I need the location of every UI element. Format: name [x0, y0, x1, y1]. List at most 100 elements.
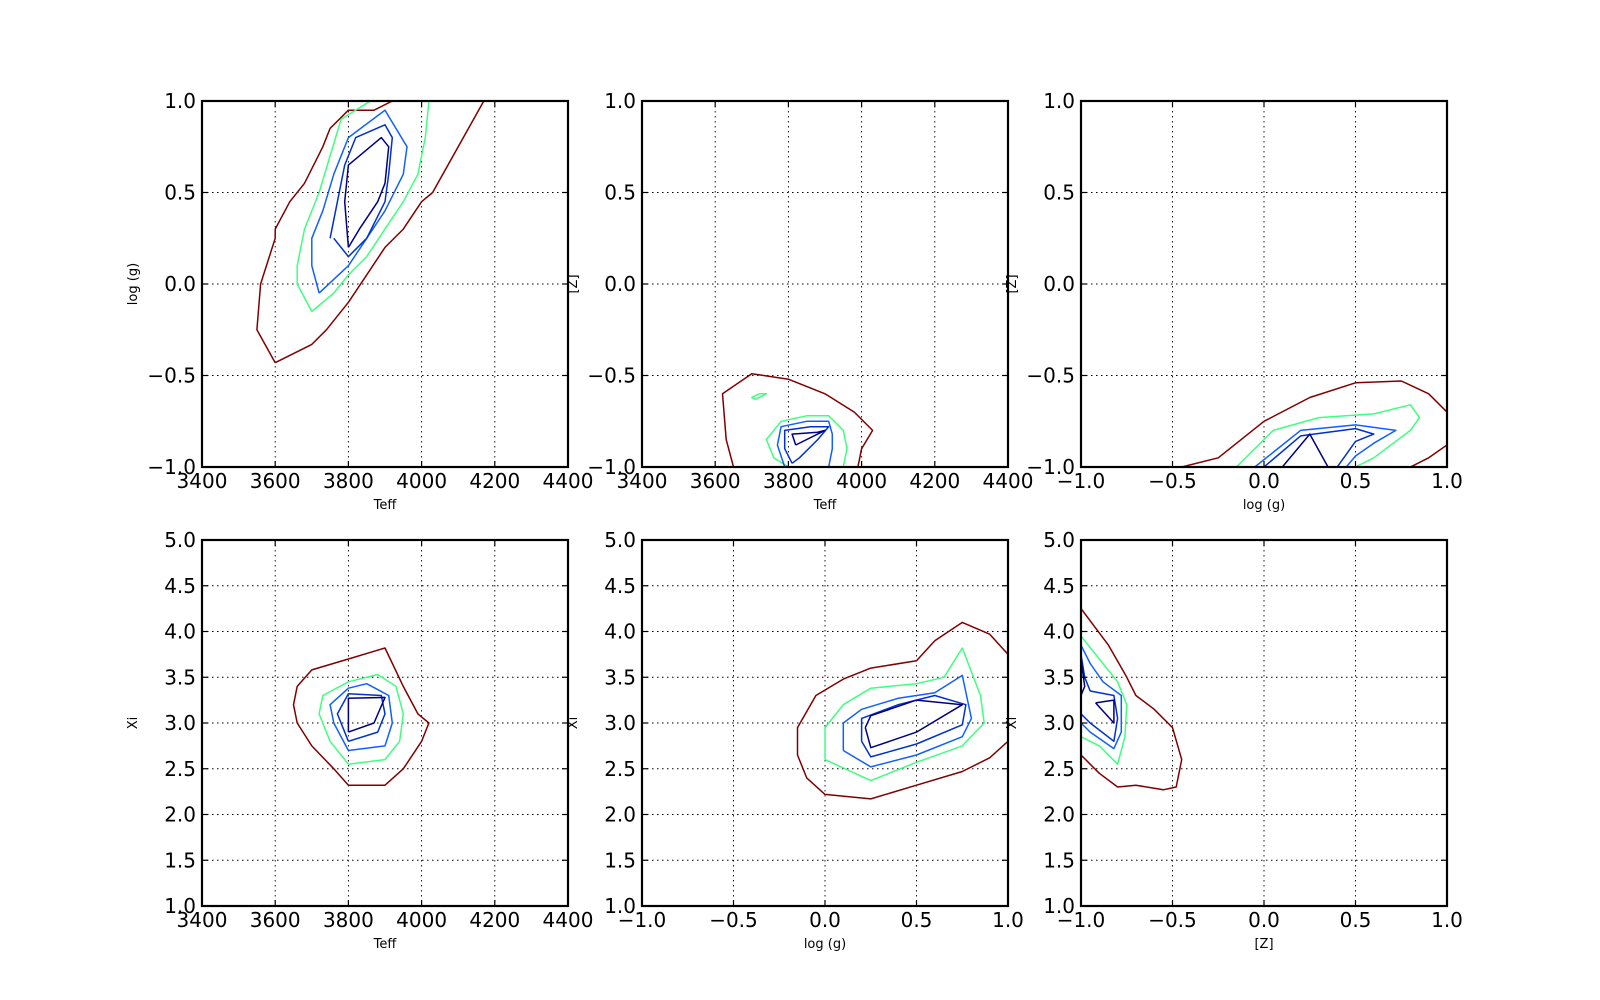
x-tick-label: 4200 [469, 469, 520, 493]
contour-line-level-5 [791, 429, 826, 446]
x-axis-label: Teff [813, 498, 838, 513]
y-tick-label: 1.0 [1043, 89, 1075, 113]
x-axis-label: log (g) [804, 937, 846, 952]
panel-6: −1.0 −0.5 0.0 0.5 1.0 1.0 1.5 2.0 2.5 3.0 3.5 4.0 4.… [1005, 528, 1463, 952]
y-tick-label: −1.0 [587, 455, 636, 479]
y-tick-label: −1.0 [147, 455, 196, 479]
x-tick-label: −0.5 [1148, 908, 1197, 932]
panel-3: −1.0 −0.5 0.0 0.5 1.0 −1.0 −0.5 0.0 0.5 1.0 log (g… [1005, 89, 1463, 513]
y-tick-label: 1.5 [1043, 848, 1075, 872]
y-tick-label: −1.0 [1026, 455, 1075, 479]
y-tick-label: 2.0 [604, 803, 636, 827]
contour-group [292, 647, 430, 786]
x-tick-label: 1.0 [992, 908, 1024, 932]
y-tick-label: 1.0 [604, 894, 636, 918]
x-tick-label: 3400 [617, 469, 668, 493]
y-tick-label: 4.0 [1043, 620, 1075, 644]
x-tick-label: −1.0 [1057, 469, 1106, 493]
x-tick-label: 4000 [396, 469, 447, 493]
contour-line-level-2 [1081, 635, 1128, 765]
x-tick-label: 1.0 [1431, 469, 1463, 493]
y-axis-label: [Z] [1005, 274, 1020, 293]
y-tick-label: 3.5 [1043, 665, 1075, 689]
contour-line-level-1 [1410, 444, 1447, 467]
contour-line-level-1 [1181, 380, 1447, 467]
grid [642, 540, 1008, 906]
x-tick-label: 0.0 [1248, 908, 1280, 932]
contour-line-level-3 [776, 420, 834, 467]
x-tick-label: 3400 [177, 908, 228, 932]
axes-frame [200, 538, 570, 908]
contour-group [1081, 608, 1183, 791]
contour-line-level-5 [1281, 433, 1329, 467]
contour-line-level-5 [343, 136, 390, 248]
y-tick-label: 2.5 [604, 757, 636, 781]
axes-frame [200, 99, 570, 469]
x-tick-label: 0.5 [901, 908, 933, 932]
y-tick-label: 0.5 [1043, 181, 1075, 205]
x-tick-label: 0.5 [1340, 908, 1372, 932]
y-tick-label: 4.5 [604, 574, 636, 598]
contour-line-level-2 [318, 673, 405, 765]
x-axis-label: Teff [373, 937, 398, 952]
y-tick-label: 1.5 [164, 848, 196, 872]
x-tick-label: −1.0 [1057, 908, 1106, 932]
contour-line-level-4 [329, 124, 394, 258]
y-tick-label: 3.5 [604, 665, 636, 689]
x-tick-label: 0.0 [809, 908, 841, 932]
contour-group [796, 621, 1008, 800]
y-tick-label: 0.5 [164, 181, 196, 205]
y-tick-label: 4.5 [1043, 574, 1075, 598]
y-tick-label: 3.5 [164, 665, 196, 689]
contour-line-level-4 [1081, 654, 1119, 743]
contour-line-level-4 [783, 425, 830, 464]
x-tick-label: 3600 [250, 469, 301, 493]
y-tick-label: 3.0 [1043, 711, 1075, 735]
contour-line-level-1 [796, 621, 1008, 800]
contour-line-level-1 [721, 372, 874, 467]
y-tick-label: −0.5 [147, 364, 196, 388]
contour-line-level-2 [751, 393, 768, 401]
contour-line-level-5 [1081, 658, 1086, 696]
y-tick-label: 1.5 [604, 848, 636, 872]
x-tick-label: 3600 [250, 908, 301, 932]
contour-line-level-1 [256, 101, 393, 364]
panel-5: −1.0 −0.5 0.0 0.5 1.0 1.0 1.5 2.0 2.5 3.0 3.5 4.0 4.… [566, 528, 1024, 952]
y-tick-label: 4.5 [164, 574, 196, 598]
y-tick-label: 3.0 [164, 711, 196, 735]
x-tick-label: −0.5 [1148, 469, 1197, 493]
y-axis-label: Xi [1005, 717, 1020, 730]
contour-line-level-3 [1254, 424, 1397, 467]
y-tick-label: 1.0 [1043, 894, 1075, 918]
y-tick-label: 1.0 [604, 89, 636, 113]
panel-1: 3400 3600 3800 4000 4200 4400 −1.0 −0.5 0.0 0.5 1.… [126, 89, 593, 513]
axes-frame [640, 99, 1010, 469]
y-tick-label: 4.0 [604, 620, 636, 644]
contour-group [721, 372, 874, 467]
x-axis-label: [Z] [1254, 937, 1273, 952]
y-tick-label: 2.5 [1043, 757, 1075, 781]
contour-line-level-4 [336, 692, 386, 743]
y-tick-label: 4.0 [164, 620, 196, 644]
x-tick-label: −1.0 [618, 908, 667, 932]
grid [202, 101, 568, 467]
axes-frame [640, 538, 1010, 908]
contour-group [1181, 380, 1447, 467]
contour-line-level-2 [824, 647, 985, 782]
contour-line-level-3 [842, 674, 973, 768]
x-tick-label: 3800 [323, 469, 374, 493]
x-tick-label: 4400 [543, 908, 594, 932]
x-tick-label: 1.0 [1431, 908, 1463, 932]
y-tick-label: −0.5 [587, 364, 636, 388]
y-tick-label: 3.0 [604, 711, 636, 735]
y-axis-label: Xi [566, 717, 581, 730]
contour-line-level-5 [864, 699, 964, 749]
y-tick-label: 0.0 [164, 272, 196, 296]
x-tick-label: 4000 [396, 908, 447, 932]
x-tick-label: −0.5 [709, 908, 758, 932]
x-tick-label: 3800 [323, 908, 374, 932]
y-tick-label: 5.0 [604, 528, 636, 552]
y-tick-label: 2.5 [164, 757, 196, 781]
y-tick-label: 1.0 [164, 89, 196, 113]
